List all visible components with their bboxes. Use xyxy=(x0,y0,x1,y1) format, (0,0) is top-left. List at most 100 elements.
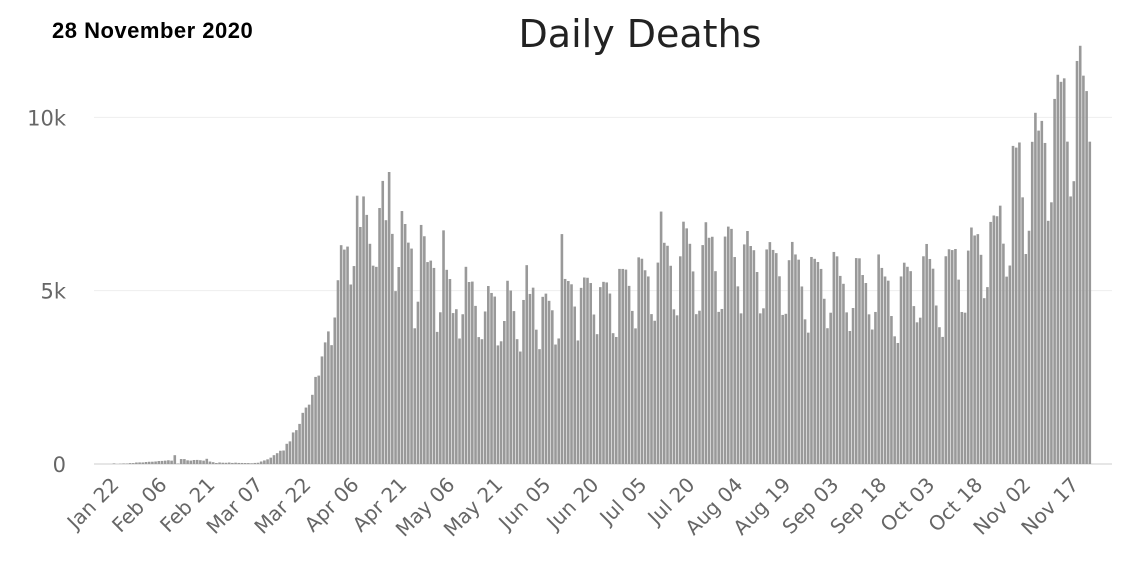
bar xyxy=(167,460,170,464)
bar xyxy=(640,258,644,464)
bar xyxy=(787,260,791,464)
bar xyxy=(426,262,429,464)
bar xyxy=(707,237,711,464)
bar xyxy=(339,245,343,464)
bar xyxy=(375,266,378,464)
bar xyxy=(544,293,548,464)
bar xyxy=(803,319,807,464)
bar xyxy=(423,236,426,464)
bar xyxy=(522,299,525,464)
bar xyxy=(877,254,880,464)
bar xyxy=(531,287,535,464)
bar xyxy=(1018,142,1021,464)
bar xyxy=(570,284,573,464)
bar xyxy=(323,342,327,464)
bar xyxy=(902,262,906,464)
bar xyxy=(1072,181,1076,464)
bar xyxy=(445,269,449,464)
bar xyxy=(240,462,244,464)
bar xyxy=(957,279,960,464)
bar xyxy=(528,293,532,464)
bar xyxy=(490,292,493,464)
bar xyxy=(650,314,653,464)
bar xyxy=(637,257,640,464)
bar xyxy=(349,284,353,464)
bar xyxy=(653,320,656,464)
bar xyxy=(391,233,394,464)
bar xyxy=(621,268,624,464)
bar xyxy=(301,412,305,464)
bar xyxy=(730,228,733,464)
bar xyxy=(327,331,330,464)
bar xyxy=(1056,74,1060,464)
bar xyxy=(250,463,253,464)
bar xyxy=(259,461,263,464)
bar xyxy=(595,334,599,464)
bar xyxy=(675,315,679,464)
bar-series xyxy=(112,45,1092,465)
bar xyxy=(231,462,234,464)
bar xyxy=(138,462,141,464)
bar xyxy=(397,267,401,464)
bar xyxy=(362,196,365,464)
bar xyxy=(634,328,637,464)
bar xyxy=(938,327,941,464)
bar xyxy=(883,276,887,464)
bar xyxy=(797,259,800,464)
bar xyxy=(941,336,944,464)
bar xyxy=(922,256,925,464)
bar xyxy=(352,266,356,464)
bar xyxy=(854,258,858,464)
bar xyxy=(279,450,282,464)
bar xyxy=(551,310,554,464)
bar xyxy=(173,455,177,464)
bar xyxy=(662,242,666,464)
bar xyxy=(762,308,765,464)
bar xyxy=(583,277,586,464)
bar xyxy=(912,306,916,464)
bar xyxy=(205,458,209,464)
bar xyxy=(554,344,557,464)
bar xyxy=(864,283,868,464)
bar xyxy=(202,460,205,464)
bar xyxy=(682,221,685,464)
bar xyxy=(592,314,596,464)
bar xyxy=(781,314,784,464)
bar xyxy=(218,462,221,464)
bar xyxy=(477,337,481,464)
bar xyxy=(307,404,311,464)
bar xyxy=(810,256,813,464)
bar xyxy=(557,338,561,464)
bar xyxy=(179,459,183,464)
bar xyxy=(749,246,752,464)
bar xyxy=(656,262,660,464)
bar xyxy=(128,463,132,464)
bar xyxy=(467,282,471,464)
bar xyxy=(266,459,269,464)
bar xyxy=(966,250,970,464)
bar xyxy=(195,459,199,464)
bar xyxy=(419,224,423,464)
bar xyxy=(602,281,605,464)
bar xyxy=(1011,145,1015,464)
bar xyxy=(288,441,292,464)
bar xyxy=(701,245,704,464)
bar xyxy=(1046,220,1050,464)
bar xyxy=(429,260,433,464)
bar xyxy=(224,462,228,464)
bar xyxy=(678,256,682,464)
bar xyxy=(771,249,775,464)
bar xyxy=(525,265,529,464)
bar xyxy=(314,376,317,464)
bar xyxy=(755,272,759,464)
bar xyxy=(461,314,465,464)
bar xyxy=(643,270,647,464)
bar xyxy=(442,230,445,464)
bar xyxy=(330,345,333,464)
bar xyxy=(858,258,861,464)
bar xyxy=(909,271,912,464)
bar xyxy=(560,234,564,464)
bar xyxy=(829,312,832,464)
bar xyxy=(576,340,580,464)
bar xyxy=(931,268,935,464)
